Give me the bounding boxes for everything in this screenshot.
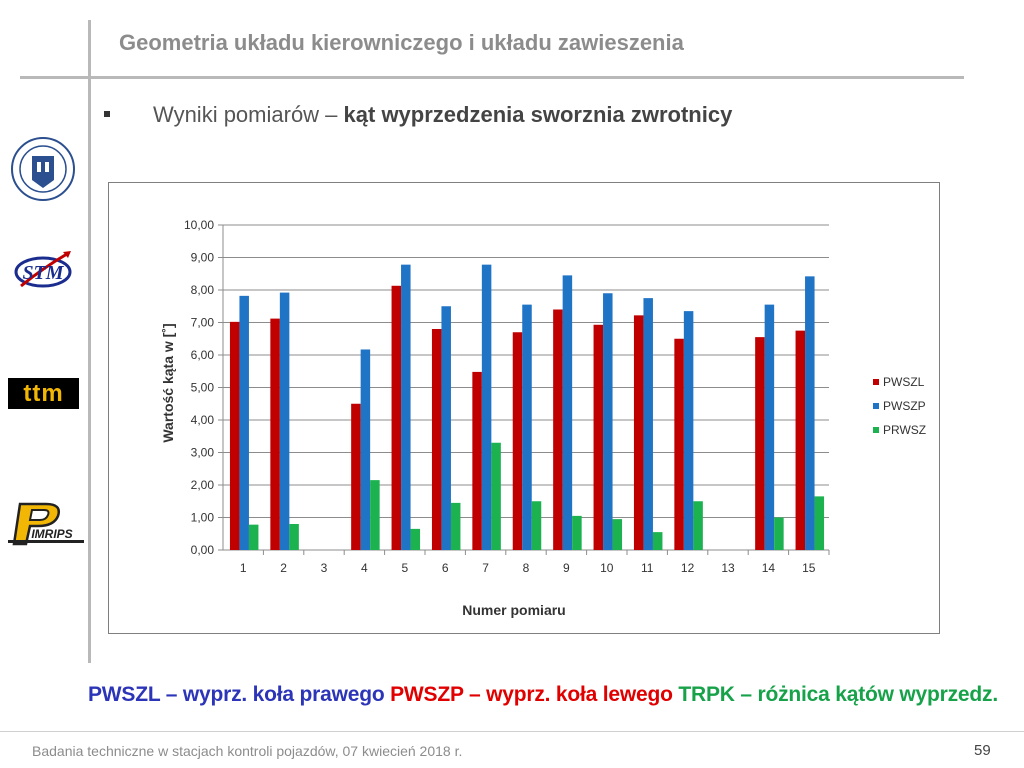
x-tick-label: 6 bbox=[442, 561, 449, 575]
bar-pwszp bbox=[562, 275, 573, 550]
bar-pwszl bbox=[270, 318, 280, 550]
legend-label-pwszp: PWSZP bbox=[883, 399, 926, 413]
caption-pwszp: PWSZP – wyprz. koła lewego bbox=[390, 683, 679, 706]
bar-pwszl bbox=[472, 371, 482, 550]
y-tick-label: 2,00 bbox=[191, 478, 215, 492]
series-caption: PWSZL – wyprz. koła prawego PWSZP – wypr… bbox=[88, 683, 998, 707]
bar-pwszl bbox=[351, 403, 361, 550]
x-tick-labels: 1 2 3 4 5 6 7 8 9 10 11 12 13 14 15 bbox=[240, 561, 816, 575]
legend-swatch-pwszl bbox=[873, 379, 879, 385]
x-tick-label: 5 bbox=[401, 561, 408, 575]
caption-pwszl: PWSZL – wyprz. koła prawego bbox=[88, 683, 391, 706]
footer-divider bbox=[0, 731, 1024, 732]
bar-prwsz bbox=[774, 517, 784, 550]
bar-pwszl bbox=[755, 337, 765, 550]
bar-prwsz bbox=[491, 442, 501, 550]
chart-bars bbox=[229, 264, 825, 550]
stm-logo: STM bbox=[14, 251, 72, 288]
x-tick-label: 11 bbox=[641, 561, 654, 575]
bar-pwszl bbox=[512, 332, 523, 550]
y-tick-label: 3,00 bbox=[191, 446, 215, 460]
bar-pwszl bbox=[391, 285, 402, 550]
imrips-logo-text: IMRIPS bbox=[31, 527, 72, 541]
bullet-bold: kąt wyprzedzenia sworznia zwrotnicy bbox=[343, 102, 733, 127]
footer-text: Badania techniczne w stacjach kontroli p… bbox=[32, 743, 463, 759]
bar-prwsz bbox=[693, 501, 703, 550]
x-tick-label: 4 bbox=[361, 561, 368, 575]
university-seal-logo bbox=[11, 137, 75, 201]
bar-prwsz bbox=[814, 496, 825, 550]
y-tick-label: 10,00 bbox=[184, 218, 214, 232]
bar-pwszp bbox=[805, 276, 815, 550]
bar-prwsz bbox=[248, 524, 259, 550]
y-tick-label: 4,00 bbox=[191, 413, 215, 427]
y-tick-label: 8,00 bbox=[191, 283, 215, 297]
bar-pwszp bbox=[401, 264, 411, 550]
bar-pwszp bbox=[239, 295, 249, 550]
bar-prwsz bbox=[572, 515, 582, 550]
bar-pwszl bbox=[553, 309, 563, 550]
bar-pwszp bbox=[481, 264, 492, 550]
x-tick-label: 2 bbox=[280, 561, 287, 575]
bar-pwszl bbox=[593, 324, 604, 550]
caption-trpk: TRPK – różnica kątów wyprzedz. bbox=[678, 683, 998, 706]
x-tick-label: 7 bbox=[482, 561, 489, 575]
y-axis-title: Wartość kąta w [˚] bbox=[160, 323, 176, 442]
bar-pwszp bbox=[279, 292, 290, 550]
bar-prwsz bbox=[531, 501, 542, 550]
vertical-divider bbox=[88, 20, 91, 663]
bar-pwszp bbox=[360, 349, 371, 550]
bar-prwsz bbox=[612, 519, 623, 550]
page-number: 59 bbox=[974, 742, 991, 759]
x-tick-label: 9 bbox=[563, 561, 570, 575]
x-tick-label: 3 bbox=[321, 561, 328, 575]
y-tick-label: 1,00 bbox=[191, 511, 215, 525]
legend-swatch-pwszp bbox=[873, 403, 879, 409]
bar-pwszp bbox=[603, 293, 613, 550]
bar-pwszl bbox=[229, 321, 240, 550]
x-tick-label: 1 bbox=[240, 561, 247, 575]
y-tick-labels: 0,00 1,00 2,00 3,00 4,00 5,00 6,00 7,00 8,00 9,00… bbox=[184, 218, 214, 557]
bar-pwszp bbox=[441, 306, 451, 550]
ttm-logo: ttm bbox=[8, 378, 79, 409]
legend-label-prwsz: PRWSZ bbox=[883, 423, 926, 437]
legend-swatch-prwsz bbox=[873, 427, 879, 433]
y-tick-label: 9,00 bbox=[191, 251, 215, 265]
title-underline bbox=[20, 76, 964, 79]
bar-chart: 0,00 1,00 2,00 3,00 4,00 5,00 6,00 7,00 8,00 9,00… bbox=[160, 218, 926, 618]
imrips-logo: IMRIPS bbox=[8, 502, 84, 546]
bullet-prefix: Wyniki pomiarów – bbox=[153, 102, 344, 127]
chart-frame: 0,00 1,00 2,00 3,00 4,00 5,00 6,00 7,00 8,00 9,00… bbox=[108, 182, 940, 634]
x-tick-label: 12 bbox=[681, 561, 695, 575]
x-tick-label: 13 bbox=[721, 561, 735, 575]
x-tick-label: 8 bbox=[523, 561, 530, 575]
bullet-text: Wyniki pomiarów – kąt wyprzedzenia sworz… bbox=[153, 102, 732, 128]
bar-prwsz bbox=[370, 480, 380, 550]
x-tick-label: 15 bbox=[802, 561, 816, 575]
slide-title: Geometria układu kierowniczego i układu … bbox=[119, 30, 684, 55]
bar-pwszl bbox=[795, 330, 806, 550]
stm-logo-text: STM bbox=[22, 262, 64, 284]
bar-pwszl bbox=[674, 338, 684, 550]
y-tick-label: 7,00 bbox=[191, 316, 215, 330]
x-tick-label: 14 bbox=[762, 561, 776, 575]
bar-prwsz bbox=[410, 528, 421, 550]
bar-pwszp bbox=[683, 311, 694, 550]
x-axis-title: Numer pomiaru bbox=[462, 602, 565, 618]
x-tick-label: 10 bbox=[600, 561, 614, 575]
chart-legend: PWSZL PWSZP PRWSZ bbox=[873, 375, 926, 437]
bar-pwszl bbox=[633, 315, 644, 550]
bar-pwszp bbox=[643, 298, 653, 550]
bar-pwszl bbox=[431, 329, 442, 550]
y-tick-label: 0,00 bbox=[191, 543, 215, 557]
y-tick-label: 5,00 bbox=[191, 381, 215, 395]
legend-label-pwszl: PWSZL bbox=[883, 375, 925, 389]
bar-pwszp bbox=[764, 304, 775, 550]
bar-pwszp bbox=[522, 304, 532, 550]
bar-prwsz bbox=[450, 502, 461, 550]
bar-prwsz bbox=[652, 532, 663, 550]
bar-prwsz bbox=[289, 524, 299, 550]
y-tick-label: 6,00 bbox=[191, 348, 215, 362]
bullet-marker bbox=[104, 111, 110, 117]
